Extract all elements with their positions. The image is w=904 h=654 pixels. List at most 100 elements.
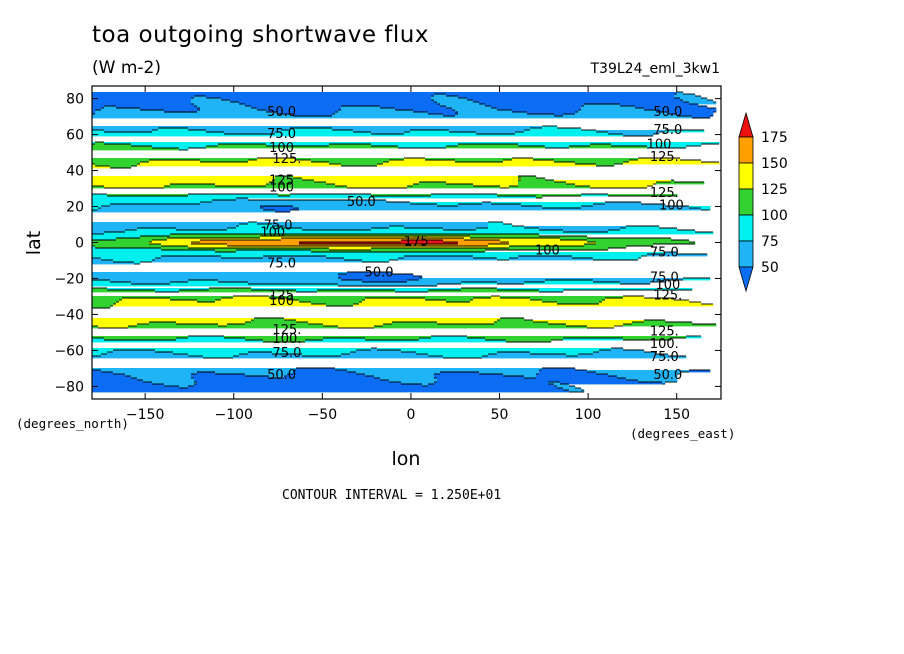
- field-cell: [476, 228, 540, 231]
- contour-label: 75.0: [653, 123, 682, 138]
- field-cell: [248, 222, 258, 225]
- field-cell: [590, 144, 612, 147]
- field-cell: [371, 194, 432, 197]
- contour-lines: [92, 91, 719, 393]
- field-cell: [533, 320, 645, 323]
- contour-label: 175: [404, 235, 429, 250]
- field-cell: [296, 158, 405, 161]
- field-cell: [92, 326, 99, 329]
- field-cell: [479, 372, 540, 375]
- field-cell: [188, 280, 219, 283]
- field-cell: [380, 106, 447, 109]
- field-cell: [92, 274, 339, 277]
- contour-label: 100.: [650, 337, 679, 352]
- field-cell: [431, 194, 498, 197]
- contour-label: 100: [260, 226, 285, 241]
- field-cell: [401, 382, 435, 385]
- field-cell: [116, 106, 198, 109]
- field-cell: [152, 260, 363, 263]
- field-cell: [119, 300, 198, 303]
- field-cell: [458, 204, 522, 207]
- field-cell: [581, 106, 636, 109]
- field-cell: [476, 132, 516, 135]
- field-cell: [92, 130, 105, 133]
- field-cell: [701, 208, 711, 211]
- field-cell: [92, 230, 126, 233]
- field-cell: [215, 250, 237, 253]
- field-cell: [596, 372, 681, 375]
- field-cell: [311, 160, 390, 163]
- field-cell: [593, 204, 666, 207]
- field-cell: [332, 114, 444, 117]
- field-cell: [497, 282, 525, 285]
- field-cell: [230, 100, 435, 103]
- field-cell: [401, 240, 444, 243]
- field-cell: [602, 300, 690, 303]
- field-cell: [350, 352, 417, 355]
- field-cell: [671, 180, 675, 183]
- contour-label: 125.: [272, 323, 301, 338]
- field-cell: [446, 94, 675, 97]
- field-cell: [638, 380, 678, 383]
- field-cell: [518, 180, 555, 183]
- field-cell: [539, 370, 588, 373]
- field-cell: [443, 356, 483, 359]
- field-cell: [440, 372, 480, 375]
- field-cell: [125, 374, 192, 377]
- contour-labels: 50.050.075.075.0100100125.125.125100125.…: [260, 105, 683, 383]
- field-cell: [275, 176, 294, 179]
- field-cell: [491, 106, 582, 109]
- field-cell: [575, 112, 669, 115]
- field-cell: [341, 108, 396, 111]
- field-cell: [272, 224, 489, 227]
- field-cell: [470, 236, 588, 239]
- field-cell: [92, 284, 339, 287]
- field-cell: [92, 276, 339, 279]
- field-cell: [494, 322, 549, 325]
- field-cell: [212, 200, 387, 203]
- field-cell: [443, 228, 477, 231]
- field-cell: [509, 242, 597, 245]
- y-tick-label: −40: [54, 307, 84, 323]
- field-cell: [236, 226, 285, 229]
- field-cell: [497, 288, 693, 291]
- field-cell: [458, 112, 528, 115]
- field-cell: [92, 372, 114, 375]
- field-cell: [554, 160, 630, 163]
- colorbar-label: 100: [761, 208, 788, 224]
- field-cell: [647, 146, 687, 149]
- field-cell: [389, 226, 405, 229]
- field-cell: [92, 384, 165, 387]
- contour-label: 75.0: [264, 219, 293, 234]
- field-cell: [197, 382, 402, 385]
- field-cell: [95, 164, 138, 167]
- field-cell: [293, 206, 543, 209]
- field-cell: [272, 180, 315, 183]
- field-cell: [191, 242, 300, 245]
- field-cell: [638, 158, 681, 161]
- field-cell: [110, 166, 132, 169]
- field-cell: [419, 278, 684, 281]
- field-cell: [92, 280, 111, 283]
- field-cell: [164, 110, 198, 113]
- field-cell: [686, 336, 702, 339]
- field-cell: [626, 226, 660, 229]
- colorbar-label: 75: [761, 234, 779, 250]
- field-cell: [200, 108, 258, 111]
- field-cell: [137, 378, 195, 381]
- contour-label: 75.0: [650, 271, 679, 286]
- field-cell: [338, 274, 414, 277]
- filled-contour-field: [92, 91, 720, 393]
- field-cell: [596, 164, 615, 167]
- x-tick-label: 150: [663, 407, 690, 423]
- field-cell: [518, 184, 576, 187]
- y-tick-label: 80: [66, 92, 84, 108]
- field-cell: [434, 376, 525, 379]
- field-cell: [371, 132, 405, 135]
- field-cell: [518, 182, 567, 185]
- field-cell: [302, 354, 342, 357]
- field-cell: [335, 184, 414, 187]
- field-cell: [272, 352, 351, 355]
- field-cell: [437, 204, 459, 207]
- field-cell: [191, 98, 222, 101]
